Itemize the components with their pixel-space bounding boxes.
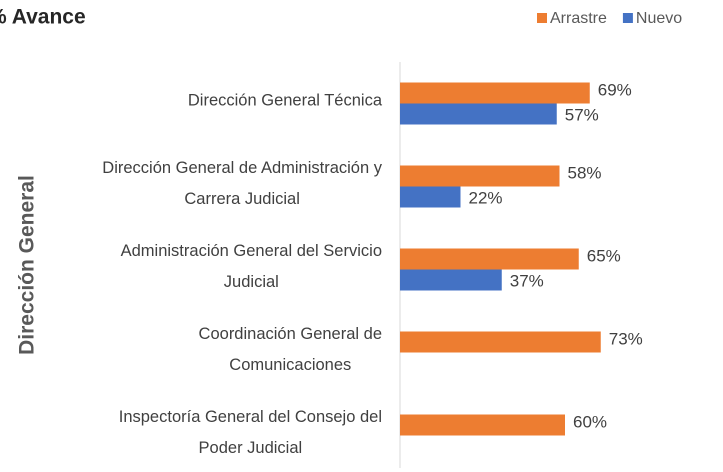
bar — [400, 331, 601, 353]
bar — [400, 269, 502, 291]
legend-swatch — [537, 13, 547, 23]
data-label: 65% — [587, 246, 621, 265]
legend-swatch — [622, 13, 633, 23]
data-label: 73% — [609, 329, 643, 348]
bar — [400, 186, 461, 208]
data-label: 60% — [573, 412, 607, 431]
legend-label: Nuevo — [636, 10, 682, 27]
category-label: Inspectoría General del Consejo del Pode… — [118, 407, 382, 457]
data-label: 58% — [568, 163, 602, 182]
data-label: 57% — [565, 105, 599, 124]
bar — [400, 103, 557, 125]
category-label: Dirección General Técnica — [187, 91, 382, 109]
chart-title: % Avance — [0, 6, 86, 29]
data-label: 37% — [510, 271, 544, 290]
bar — [400, 165, 560, 187]
category-label: Administración General del Servicio Judi… — [120, 241, 382, 291]
bar — [400, 82, 590, 104]
legend-label: Arrastre — [550, 10, 607, 27]
category-label: Coordinación General de Comunicaciones — [198, 324, 382, 374]
y-axis-label: Dirección General — [16, 175, 39, 355]
bar — [400, 414, 565, 436]
bar — [400, 248, 579, 270]
data-label: 22% — [469, 188, 503, 207]
data-label: 69% — [598, 80, 632, 99]
category-label: Dirección General de Administración y Ca… — [102, 158, 382, 208]
